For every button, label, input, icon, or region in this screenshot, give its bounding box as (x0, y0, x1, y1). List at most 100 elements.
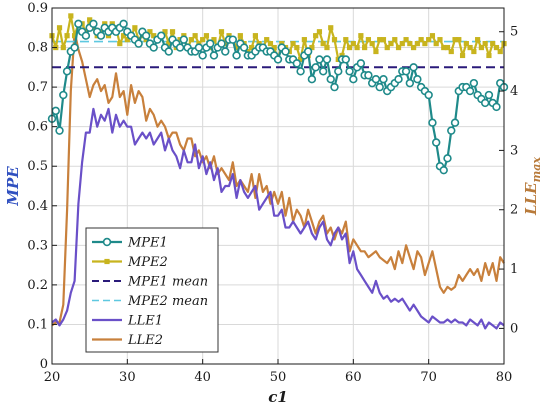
ticks: 20 30 40 50 60 70 8000.10.20.30.40.50.60.70.80… (27, 1, 518, 385)
point-mpe2-87 (377, 37, 383, 43)
legend-label-mpe2-mean: MPE2 mean (127, 294, 208, 309)
legend-item-mpe1-mean: MPE1 mean (92, 275, 208, 290)
point-mpe2-18 (117, 41, 123, 47)
point-mpe2-66 (298, 56, 304, 63)
point-mpe1-72 (319, 67, 328, 76)
point-mpe2-71 (316, 29, 323, 35)
point-mpe2-50 (237, 33, 243, 39)
point-mpe1-4 (62, 67, 72, 76)
point-mpe1-74 (326, 74, 335, 84)
x-tick-label-1: 30 (119, 370, 136, 385)
point-mpe1-9 (81, 31, 91, 40)
point-mpe2-86 (373, 48, 379, 55)
point-mpe2-99 (422, 41, 428, 47)
point-mpe1-6 (70, 43, 79, 52)
point-mpe2-32 (169, 29, 176, 35)
point-mpe1-7 (74, 19, 83, 29)
point-mpe2-104 (441, 44, 447, 51)
point-mpe2-113 (475, 37, 481, 43)
point-mpe1-66 (296, 67, 305, 76)
point-mpe2-6 (72, 33, 78, 39)
point-mpe1-45 (217, 39, 226, 48)
point-mpe2-31 (166, 41, 172, 47)
point-mpe2-20 (124, 37, 130, 43)
point-mpe1-102 (432, 138, 441, 147)
x-tick-label-4: 60 (345, 370, 362, 385)
point-mpe1-78 (341, 55, 350, 64)
x-tick-label-6: 80 (496, 370, 513, 385)
legend-label-mpe1-mean: MPE1 mean (127, 275, 208, 290)
point-mpe2-54 (252, 33, 258, 39)
point-mpe2-10 (87, 17, 93, 23)
y-left-tick-label-0: 0 (40, 357, 48, 372)
point-mpe1-35 (179, 35, 189, 44)
point-mpe2-78 (343, 37, 349, 43)
point-mpe2-114 (478, 44, 484, 51)
point-mpe2-85 (369, 41, 375, 47)
point-mpe1-2 (55, 126, 64, 135)
point-mpe2-75 (331, 37, 338, 43)
point-mpe2-100 (426, 37, 432, 43)
point-mpe1-88 (379, 74, 388, 84)
point-mpe1-40 (198, 51, 207, 60)
point-mpe2-83 (362, 44, 368, 51)
point-mpe1-101 (428, 118, 437, 127)
x-tick-label-0: 20 (44, 370, 61, 385)
point-mpe2-101 (429, 33, 436, 39)
point-mpe2-118 (493, 44, 500, 51)
y-left-tick-label-1: 0.1 (27, 317, 48, 332)
point-mpe2-58 (267, 41, 274, 47)
point-mpe2-112 (471, 48, 477, 55)
point-mpe2-116 (486, 52, 492, 59)
y-left-tick-label-4: 0.4 (27, 199, 48, 214)
point-mpe1-73 (322, 55, 332, 64)
point-mpe2-30 (162, 29, 168, 35)
point-mpe2-106 (448, 48, 454, 55)
point-mpe1-39 (194, 43, 204, 52)
point-mpe2-117 (490, 41, 496, 47)
point-mpe2-57 (264, 37, 270, 43)
point-mpe1-97 (413, 74, 422, 84)
point-mpe2-88 (380, 37, 387, 43)
point-mpe1-51 (239, 43, 249, 52)
point-mpe2-22 (132, 25, 138, 31)
point-mpe2-67 (301, 37, 307, 43)
legend-item-lle1: LLE1 (92, 314, 163, 329)
point-mpe2-81 (354, 44, 360, 51)
series-line-lle1 (51, 107, 505, 330)
point-mpe1-104 (439, 165, 448, 175)
y-axis-right-label: LLEmax (522, 157, 543, 216)
point-mpe2-115 (482, 41, 488, 47)
x-tick-label-3: 50 (270, 370, 287, 385)
point-mpe2-19 (120, 33, 127, 39)
legend-item-lle2: LLE2 (92, 333, 163, 348)
point-mpe1-100 (424, 90, 433, 100)
point-mpe1-27 (149, 43, 158, 52)
y-right-tick-label-3: 3 (510, 143, 518, 158)
y-left-tick-label-9: 0.9 (27, 1, 48, 16)
legend: MPE1 MPE2 MPE1 mean MPE2 mean LLE1 LLE2 (85, 227, 219, 353)
y-right-tick-label-4: 4 (510, 84, 518, 99)
point-mpe2-103 (437, 37, 443, 43)
point-mpe2-80 (350, 41, 356, 47)
point-mpe2-92 (395, 44, 402, 51)
point-mpe1-118 (492, 102, 501, 112)
point-mpe2-37 (188, 37, 194, 43)
point-mpe2-94 (403, 37, 409, 43)
y-right-tick-label-2: 2 (510, 203, 518, 218)
point-mpe2-89 (384, 44, 390, 51)
point-mpe1-71 (315, 55, 324, 64)
point-mpe2-97 (414, 41, 420, 47)
point-mpe2-3 (60, 44, 66, 51)
series-layer (47, 13, 509, 330)
point-mpe1-107 (450, 118, 460, 127)
point-mpe2-43 (211, 37, 217, 43)
point-mpe2-59 (271, 44, 277, 51)
point-mpe2-26 (147, 29, 153, 35)
point-mpe1-1 (51, 106, 60, 116)
point-mpe1-43 (209, 51, 219, 60)
point-mpe1-69 (307, 74, 317, 84)
y-right-tick-label-5: 5 (510, 25, 518, 40)
point-mpe1-75 (330, 82, 339, 92)
point-mpe1-19 (119, 19, 128, 29)
